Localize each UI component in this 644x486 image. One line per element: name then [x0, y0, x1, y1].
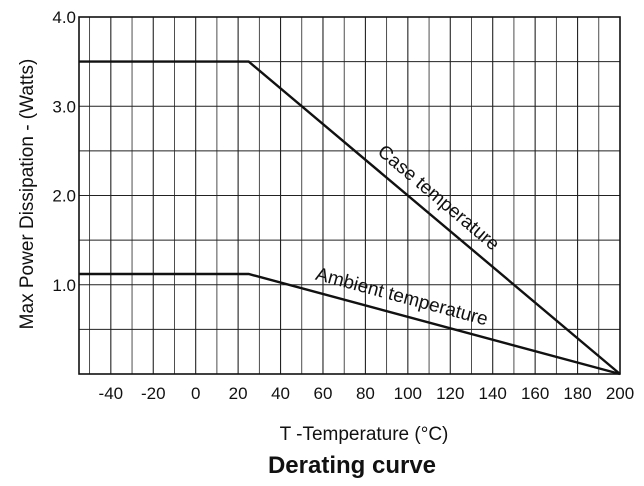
x-tick-label: 0 — [191, 384, 200, 403]
y-tick-label: 2.0 — [52, 187, 76, 206]
y-tick-label: 4.0 — [52, 8, 76, 27]
tick-labels: -40 -20 0 20 40 60 80 100 120 140 160 180 200 1.0 2.0 3… — [52, 8, 634, 403]
x-tick-label: 180 — [563, 384, 591, 403]
plot-frame — [78, 16, 621, 375]
series-label-ambient-temperature: Ambient temperature — [313, 264, 490, 330]
series-label-case-temperature: Case temperature — [373, 141, 503, 255]
x-tick-label: 60 — [314, 384, 333, 403]
x-tick-label: -20 — [141, 384, 166, 403]
x-tick-label: 100 — [394, 384, 422, 403]
y-axis-label: Max Power Dissipation - (Watts) — [17, 59, 38, 330]
series — [79, 60, 621, 376]
chart-title: Derating curve — [268, 452, 436, 479]
x-tick-label: 80 — [356, 384, 375, 403]
x-axis-label: T -Temperature (°C) — [280, 424, 449, 445]
grid — [78, 16, 621, 375]
x-tick-label: 200 — [606, 384, 634, 403]
x-tick-label: 20 — [229, 384, 248, 403]
x-tick-label: 160 — [521, 384, 549, 403]
x-tick-label: -40 — [99, 384, 124, 403]
series-line-case-temperature — [79, 60, 621, 375]
x-tick-label: 140 — [479, 384, 507, 403]
x-tick-label: 120 — [436, 384, 464, 403]
y-tick-label: 1.0 — [52, 276, 76, 295]
y-tick-label: 3.0 — [52, 97, 76, 116]
series-line-ambient-temperature — [79, 272, 621, 376]
x-tick-label: 40 — [271, 384, 290, 403]
